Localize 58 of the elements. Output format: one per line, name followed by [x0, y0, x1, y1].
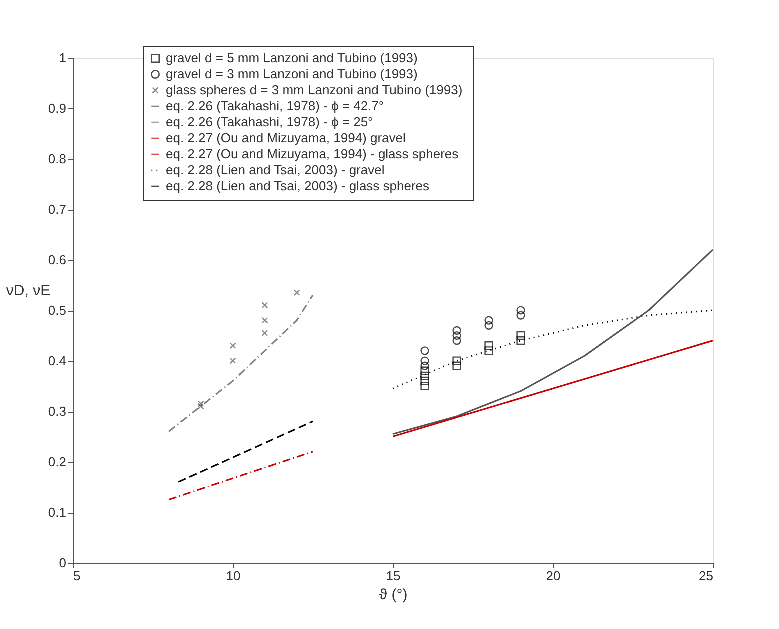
y-tick-label: 0.4 [48, 354, 66, 368]
point [198, 400, 204, 408]
legend-label: eq. 2.26 (Takahashi, 1978) - ϕ = 42.7° [166, 98, 384, 114]
point [420, 366, 430, 376]
point [484, 342, 494, 350]
point [452, 326, 462, 335]
point [452, 336, 462, 346]
point [420, 356, 430, 366]
legend-label: eq. 2.28 (Lien and Tsai, 2003) - gravel [166, 162, 385, 178]
point [420, 376, 430, 386]
point [230, 358, 236, 364]
x-axis-title: ϑ (°) [379, 586, 408, 604]
point [484, 346, 494, 356]
point [452, 331, 462, 340]
point [516, 331, 526, 340]
y-tick-label: 0.5 [48, 303, 66, 318]
x-tick-label: 20 [546, 568, 561, 584]
y-tick-label: 0.9 [48, 101, 66, 116]
legend-label: eq. 2.27 (Ou and Mizuyama, 1994) - glass spheres [166, 146, 460, 162]
point [420, 382, 430, 391]
point [262, 302, 268, 309]
x-tick-label: 10 [226, 568, 241, 584]
y-tick-label: 0.3 [48, 404, 66, 419]
point [484, 321, 494, 330]
point [452, 362, 462, 370]
point [516, 311, 526, 320]
point [294, 290, 300, 296]
legend-label: glass spheres d = 3 mm Lanzoni and Tubino (1993) [166, 82, 463, 98]
point [420, 346, 430, 356]
line-series [392, 249, 714, 436]
point [452, 356, 462, 366]
point [198, 403, 204, 410]
point [516, 306, 526, 315]
y-tick-label: 0.8 [48, 152, 66, 166]
point [420, 372, 430, 380]
x-tick-label: 25 [699, 568, 714, 584]
y-tick-label: 0.7 [48, 202, 66, 217]
x-tick-label: 15 [386, 568, 401, 584]
legend-label: eq. 2.28 (Lien and Tsai, 2003) - glass spheres [166, 178, 430, 194]
y-tick-label: 0.6 [48, 252, 66, 268]
legend-label: gravel d = 5 mm Lanzoni and Tubino (1993) [166, 50, 418, 66]
point [516, 336, 526, 346]
y-tick-label: 0 [59, 556, 66, 570]
line-series [168, 294, 314, 432]
y-tick-label: 0.1 [48, 505, 66, 520]
legend-label: eq. 2.26 (Takahashi, 1978) - ϕ = 25° [166, 114, 374, 130]
point [262, 330, 268, 336]
point [230, 342, 236, 350]
legend-label: gravel d = 3 mm Lanzoni and Tubino (1993) [166, 66, 418, 82]
legend-label: eq. 2.27 (Ou and Mizuyama, 1994) gravel [166, 130, 406, 146]
y-tick-label: 0.2 [48, 454, 66, 470]
y-axis-title: νD, νE [6, 282, 51, 300]
point [484, 316, 494, 325]
point [262, 317, 268, 324]
y-tick-label: 1 [59, 50, 66, 66]
x-tick-label: 5 [74, 568, 81, 584]
line-series [392, 310, 714, 390]
point [420, 362, 430, 370]
